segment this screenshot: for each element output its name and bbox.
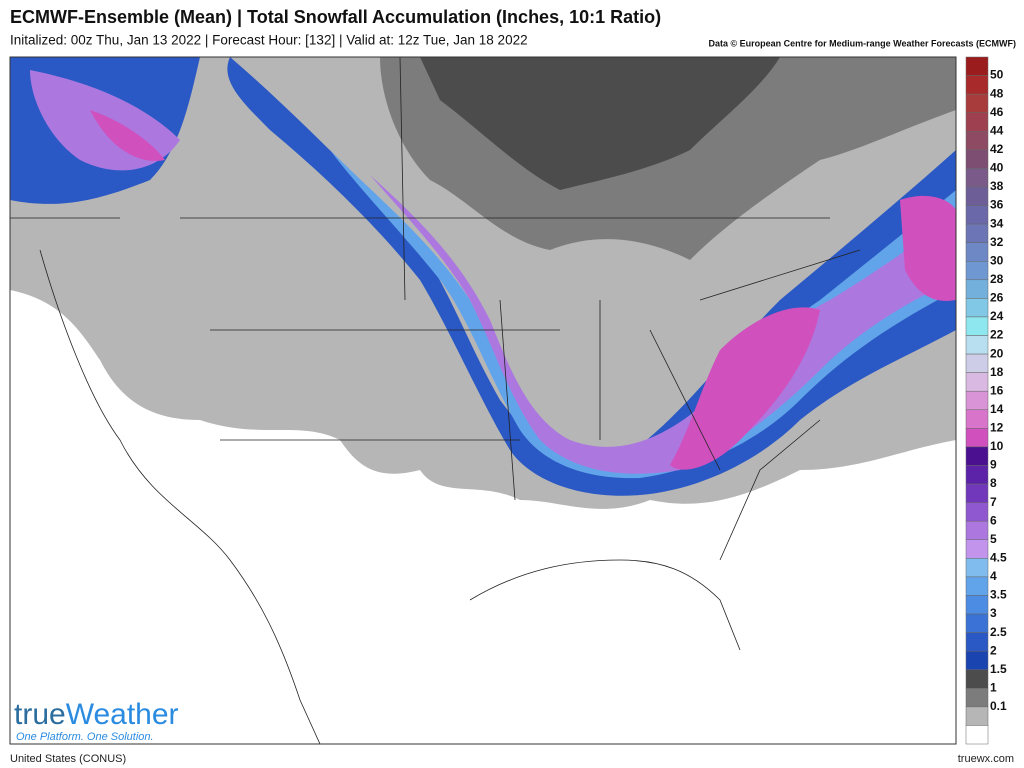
legend-label: 20	[990, 346, 1004, 360]
legend-label: 30	[990, 253, 1004, 267]
legend-label: 38	[990, 179, 1004, 193]
legend-label: 32	[990, 235, 1004, 249]
legend-swatch	[965, 520, 989, 541]
legend-swatch	[965, 558, 989, 578]
legend-swatch	[965, 390, 989, 411]
legend-label: 40	[990, 161, 1004, 175]
legend-label: 1	[990, 680, 997, 694]
legend-label: 36	[990, 198, 1004, 212]
legend-label: 2.5	[990, 625, 1007, 639]
legend-swatch	[965, 205, 989, 225]
legend-swatch	[965, 93, 989, 113]
legend-swatch	[965, 428, 989, 448]
legend-swatch	[965, 576, 989, 596]
legend-swatch	[965, 353, 989, 373]
logo-part: true	[14, 698, 66, 731]
legend-swatch	[965, 131, 989, 151]
legend-label: 48	[990, 86, 1004, 100]
legend-label: 8	[990, 476, 997, 490]
legend-swatch	[965, 112, 989, 132]
legend-swatch	[965, 75, 989, 95]
legend-label: 26	[990, 291, 1004, 305]
dark-area	[420, 57, 780, 190]
legend-swatch	[965, 298, 989, 318]
legend-label: 28	[990, 272, 1004, 286]
legend-label: 4.5	[990, 550, 1007, 564]
legend-swatch	[965, 725, 989, 745]
legend-swatch	[965, 483, 989, 503]
legend-swatch	[965, 650, 989, 670]
legend-swatch	[965, 168, 989, 188]
northwest-peak	[90, 110, 165, 161]
legend-swatch	[965, 539, 989, 559]
legend-label: 12	[990, 421, 1004, 435]
legend-swatch	[965, 465, 989, 485]
legend-label: 0.1	[990, 699, 1007, 713]
legend-label: 3	[990, 606, 997, 620]
legend-label: 10	[990, 439, 1004, 453]
legend-label: 42	[990, 142, 1004, 156]
heavy-band	[670, 307, 820, 470]
legend-label: 1.5	[990, 662, 1007, 676]
coastline	[39, 249, 821, 744]
footer-region: United States (CONUS)	[10, 753, 126, 765]
legend-swatch	[965, 613, 989, 633]
light-blue-band	[330, 150, 956, 479]
heavy-northeast	[900, 195, 956, 301]
state-borders	[10, 57, 861, 501]
legend-swatch	[965, 335, 989, 355]
legend-label: 9	[990, 458, 997, 472]
logo-part: Weather	[66, 698, 179, 731]
legend-swatch	[965, 706, 989, 726]
legend-label: 46	[990, 105, 1004, 119]
legend-label: 16	[990, 383, 1004, 397]
legend-swatch	[965, 186, 989, 206]
legend-swatch	[965, 595, 989, 615]
legend-label: 22	[990, 328, 1004, 342]
legend-label: 50	[990, 68, 1004, 82]
legend-label: 3.5	[990, 588, 1007, 602]
logo-tagline: One Platform. One Solution.	[16, 731, 154, 743]
map	[9, 56, 957, 745]
legend-swatch	[965, 688, 989, 708]
legend-swatch	[965, 149, 989, 169]
legend: 5048464442403836343230282624222018161412…	[965, 56, 1007, 745]
title: ECMWF-Ensemble (Mean) | Total Snowfall A…	[10, 7, 661, 27]
legend-label: 24	[990, 309, 1004, 323]
legend-swatch	[965, 372, 989, 392]
purple-band	[370, 175, 956, 474]
legend-swatch	[965, 56, 989, 76]
legend-swatch	[965, 316, 989, 336]
legend-swatch	[965, 632, 989, 652]
legend-swatch	[965, 446, 989, 466]
legend-swatch	[965, 260, 989, 281]
legend-label: 7	[990, 495, 997, 509]
subtitle: Initalized: 00z Thu, Jan 13 2022 | Forec…	[10, 33, 528, 48]
legend-label: 2	[990, 643, 997, 657]
legend-swatch	[965, 409, 989, 429]
legend-swatch	[965, 242, 989, 262]
logo: trueWeather	[14, 698, 179, 731]
legend-label: 14	[990, 402, 1004, 416]
map-frame	[9, 56, 957, 745]
legend-swatch	[965, 669, 989, 689]
legend-label: 18	[990, 365, 1004, 379]
legend-label: 6	[990, 513, 997, 527]
legend-label: 34	[990, 216, 1004, 230]
legend-swatch	[965, 223, 989, 243]
footer-site: truewx.com	[958, 753, 1014, 765]
legend-swatch	[965, 279, 989, 299]
legend-swatch	[965, 502, 989, 522]
legend-label: 44	[990, 123, 1004, 137]
legend-label: 4	[990, 569, 997, 583]
legend-label: 5	[990, 532, 997, 546]
credit: Data © European Centre for Medium-range …	[708, 38, 1016, 48]
